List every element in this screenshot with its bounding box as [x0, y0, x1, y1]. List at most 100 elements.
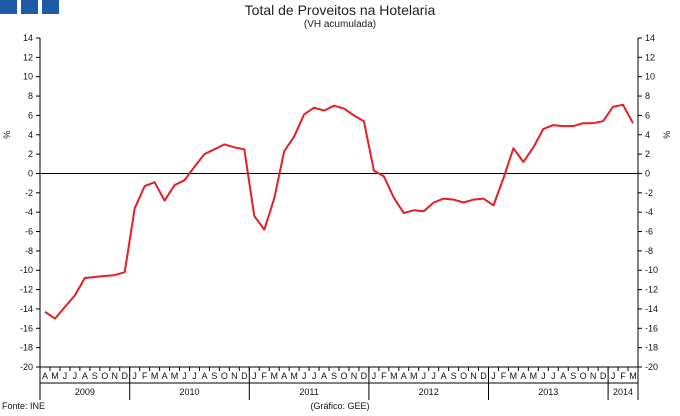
month-label: A — [321, 371, 327, 381]
y-tick-label-right: -16 — [645, 323, 658, 333]
month-label: N — [351, 371, 358, 381]
y-tick-label-right: -12 — [645, 285, 658, 295]
month-label: M — [171, 371, 179, 381]
month-label: F — [142, 371, 148, 381]
year-label: 2014 — [613, 387, 633, 397]
y-axis-label-left: % — [2, 131, 12, 139]
month-label: A — [401, 371, 407, 381]
y-tick-label-right: 12 — [645, 52, 655, 62]
month-label: J — [491, 371, 496, 381]
y-tick-label-right: 0 — [645, 168, 650, 178]
year-label: 2009 — [75, 387, 95, 397]
month-label: A — [520, 371, 526, 381]
y-tick-label-left: 10 — [23, 72, 33, 82]
logo-square-1 — [0, 0, 17, 14]
y-tick-label-right: -20 — [645, 362, 658, 372]
month-label: J — [192, 371, 197, 381]
y-tick-label-left: 2 — [28, 149, 33, 159]
month-label: J — [431, 371, 436, 381]
logo-square-2 — [21, 0, 38, 14]
month-label: J — [252, 371, 257, 381]
month-label: F — [381, 371, 387, 381]
y-tick-label-left: -8 — [25, 246, 33, 256]
month-label: S — [92, 371, 98, 381]
month-label: D — [121, 371, 128, 381]
y-tick-label-left: -12 — [20, 285, 33, 295]
y-tick-label-right: -18 — [645, 343, 658, 353]
month-label: A — [162, 371, 168, 381]
month-label: J — [541, 371, 546, 381]
month-label: J — [372, 371, 377, 381]
month-label: O — [340, 371, 347, 381]
y-tick-label-left: 6 — [28, 110, 33, 120]
y-tick-label-right: -8 — [645, 246, 653, 256]
month-label: M — [410, 371, 418, 381]
y-axis-label-right: % — [662, 131, 672, 139]
month-label: M — [629, 371, 637, 381]
month-label: O — [101, 371, 108, 381]
month-label: A — [42, 371, 48, 381]
year-label: 2010 — [179, 387, 199, 397]
y-tick-label-left: 8 — [28, 91, 33, 101]
y-tick-label-left: 14 — [23, 33, 33, 43]
source-note: Fonte: INE — [2, 401, 46, 411]
chart-title: Total de Proveitos na Hotelaria — [244, 2, 436, 18]
y-tick-label-right: -10 — [645, 265, 658, 275]
month-label: J — [182, 371, 187, 381]
month-label: D — [600, 371, 607, 381]
month-label: A — [281, 371, 287, 381]
chart-credit: (Gráfico: GEE) — [310, 401, 370, 411]
month-label: J — [551, 371, 556, 381]
year-label: 2012 — [419, 387, 439, 397]
y-tick-label-right: -4 — [645, 207, 653, 217]
series-line — [44, 103, 634, 320]
y-tick-label-left: 0 — [28, 168, 33, 178]
month-label: J — [312, 371, 317, 381]
month-label: D — [480, 371, 487, 381]
month-label: M — [270, 371, 278, 381]
month-label: A — [441, 371, 447, 381]
month-label: N — [590, 371, 597, 381]
y-tick-label-left: 4 — [28, 130, 33, 140]
month-label: O — [460, 371, 467, 381]
y-tick-label-right: -2 — [645, 188, 653, 198]
chart-subtitle: (VH acumulada) — [303, 19, 377, 30]
month-label: M — [530, 371, 538, 381]
month-label: O — [221, 371, 228, 381]
month-label: J — [73, 371, 78, 381]
month-label: A — [201, 371, 207, 381]
y-tick-label-right: 10 — [645, 72, 655, 82]
year-label: 2013 — [538, 387, 558, 397]
month-label: N — [470, 371, 477, 381]
month-label: S — [331, 371, 337, 381]
y-tick-label-right: -6 — [645, 227, 653, 237]
year-label: 2011 — [299, 387, 318, 397]
month-label: N — [112, 371, 119, 381]
month-label: D — [241, 371, 248, 381]
y-tick-label-left: -16 — [20, 323, 33, 333]
month-label: N — [231, 371, 238, 381]
month-label: J — [421, 371, 426, 381]
logo-square-3 — [42, 0, 59, 14]
month-label: S — [211, 371, 217, 381]
month-label: F — [620, 371, 626, 381]
month-label: J — [611, 371, 616, 381]
month-label: J — [63, 371, 68, 381]
y-tick-label-left: -20 — [20, 362, 33, 372]
y-tick-label-right: 8 — [645, 91, 650, 101]
y-tick-label-left: -10 — [20, 265, 33, 275]
y-tick-label-left: -6 — [25, 227, 33, 237]
month-label: M — [51, 371, 59, 381]
y-tick-label-left: -18 — [20, 343, 33, 353]
y-tick-label-left: -4 — [25, 207, 33, 217]
month-label: A — [82, 371, 88, 381]
y-tick-label-left: -14 — [20, 304, 33, 314]
month-label: M — [510, 371, 518, 381]
month-label: J — [132, 371, 137, 381]
month-label: J — [302, 371, 307, 381]
month-label: O — [580, 371, 587, 381]
month-label: F — [262, 371, 268, 381]
y-tick-label-right: 14 — [645, 33, 655, 43]
month-label: M — [290, 371, 298, 381]
